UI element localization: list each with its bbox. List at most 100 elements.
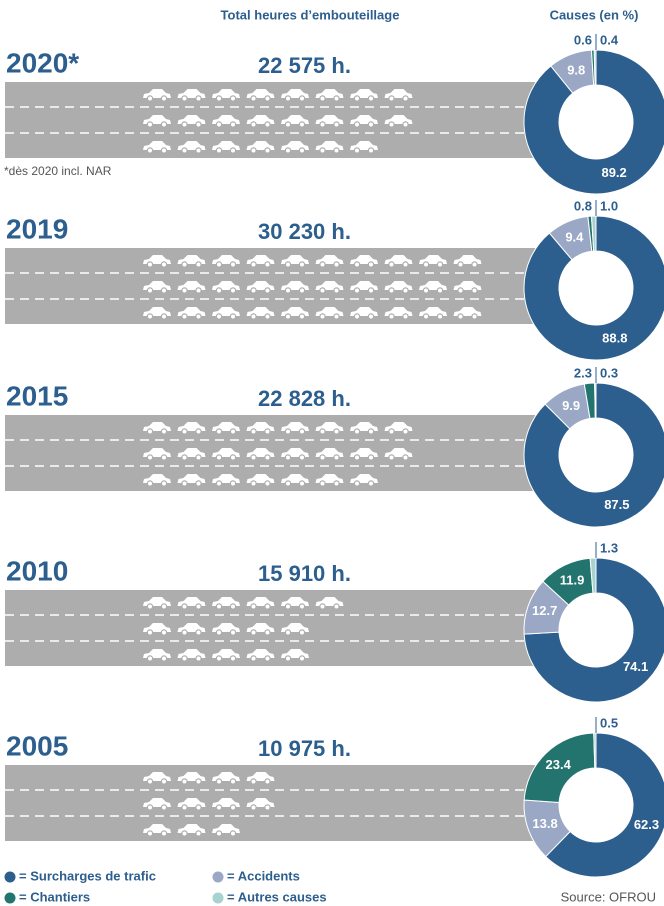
wheel	[146, 655, 154, 662]
note: *dès 2020 incl. NAR	[4, 164, 112, 178]
car	[384, 448, 413, 461]
wheel	[353, 454, 361, 461]
car	[281, 115, 309, 128]
car	[212, 649, 240, 662]
car	[177, 597, 206, 610]
wheel	[284, 603, 292, 610]
car	[315, 448, 344, 461]
cause-label: 0.6	[574, 32, 592, 47]
car	[315, 307, 344, 320]
wheel	[298, 480, 306, 487]
car	[143, 597, 171, 610]
wheel	[250, 261, 257, 268]
wheel	[353, 287, 361, 294]
wheel	[160, 313, 168, 320]
car	[246, 597, 275, 610]
wheel	[160, 804, 168, 811]
wheel	[195, 804, 202, 811]
wheel	[353, 261, 361, 268]
wheel	[215, 629, 223, 636]
wheel	[160, 778, 168, 785]
donut-segment	[523, 382, 664, 528]
car	[212, 89, 240, 102]
car	[246, 255, 275, 268]
wheel	[298, 428, 306, 435]
wheel	[422, 261, 430, 268]
wheel	[298, 629, 306, 636]
wheel	[229, 830, 237, 837]
wheel	[298, 95, 306, 102]
car	[315, 597, 344, 610]
wheel	[353, 313, 361, 320]
wheel	[195, 147, 202, 154]
wheel	[215, 778, 223, 785]
wheel	[264, 147, 271, 154]
wheel	[215, 121, 223, 128]
car	[246, 772, 275, 785]
wheel	[264, 428, 271, 435]
wheel	[146, 629, 154, 636]
wheel	[367, 287, 375, 294]
wheel	[436, 313, 444, 320]
legend-dot	[4, 871, 16, 883]
wheel	[195, 261, 202, 268]
car	[212, 772, 240, 785]
car	[384, 115, 413, 128]
wheel	[333, 313, 340, 320]
wheel	[181, 830, 188, 837]
car	[177, 448, 206, 461]
wheel	[284, 655, 292, 662]
car	[246, 448, 275, 461]
cars	[143, 89, 413, 154]
legend-label: = Chantiers	[19, 889, 90, 904]
wheel	[160, 480, 168, 487]
wheel	[436, 287, 444, 294]
wheel	[319, 480, 326, 487]
wheel	[250, 95, 257, 102]
car	[143, 772, 171, 785]
wheel	[229, 313, 237, 320]
wheel	[333, 95, 340, 102]
wheel	[195, 313, 202, 320]
wheel	[367, 428, 375, 435]
wheel	[284, 287, 292, 294]
cars	[143, 255, 482, 320]
car	[143, 824, 171, 837]
wheel	[457, 261, 464, 268]
wheel	[181, 778, 188, 785]
wheel	[298, 313, 306, 320]
wheel	[333, 454, 340, 461]
wheel	[146, 454, 154, 461]
wheel	[402, 313, 409, 320]
donut-segment	[523, 557, 664, 703]
car	[212, 448, 240, 461]
wheel	[160, 655, 168, 662]
wheel	[264, 121, 271, 128]
wheel	[319, 261, 326, 268]
wheel	[160, 261, 168, 268]
wheel	[388, 428, 395, 435]
car	[350, 422, 378, 435]
wheel	[195, 480, 202, 487]
wheel	[388, 313, 395, 320]
wheel	[229, 147, 237, 154]
car	[177, 141, 206, 154]
wheel	[319, 428, 326, 435]
wheel	[264, 655, 271, 662]
wheel	[250, 480, 257, 487]
wheel	[250, 603, 257, 610]
wheel	[388, 287, 395, 294]
wheel	[264, 603, 271, 610]
wheel	[264, 454, 271, 461]
cause-label: 0.3	[600, 365, 618, 380]
wheel	[160, 95, 168, 102]
year: 2005	[6, 730, 68, 761]
car	[315, 115, 344, 128]
cause-label: 88.8	[602, 331, 627, 346]
car	[350, 281, 378, 294]
wheel	[319, 603, 326, 610]
donut-segment	[523, 215, 664, 361]
car	[281, 422, 309, 435]
wheel	[229, 121, 237, 128]
wheel	[146, 261, 154, 268]
